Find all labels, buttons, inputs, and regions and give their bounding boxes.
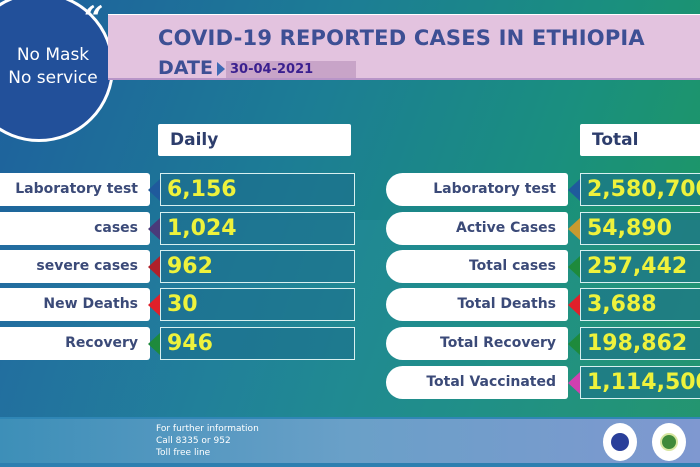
info-line-2: Call 8335 or 952	[156, 436, 231, 446]
row-value: 257,442	[580, 250, 700, 283]
row-value: 946	[160, 327, 355, 360]
row-label: Total Vaccinated	[386, 366, 568, 399]
date-label: DATE	[158, 57, 213, 79]
row-value: 1,024	[160, 212, 355, 245]
arrow-marker-icon	[568, 333, 580, 355]
row-value: 6,156	[160, 173, 355, 206]
row-label: New Deaths	[0, 288, 150, 321]
date-arrow-icon	[217, 62, 225, 76]
arrow-marker-icon	[568, 294, 580, 316]
ephi-logo-icon	[652, 423, 686, 461]
daily-row-recovery: Recovery 946	[0, 327, 355, 360]
row-label: cases	[0, 212, 150, 245]
arrow-marker-icon	[568, 256, 580, 278]
page-title: COVID-19 REPORTED CASES IN ETHIOPIA	[158, 26, 645, 50]
arrow-marker-icon	[148, 179, 160, 201]
info-line-1: For further information	[156, 424, 259, 434]
bottom-strip	[0, 463, 700, 467]
ministry-of-health-logo-icon	[603, 423, 637, 461]
badge-line-1: No Mask	[16, 45, 90, 65]
arrow-marker-icon	[568, 218, 580, 240]
row-label: Active Cases	[386, 212, 568, 245]
total-heading: Total	[580, 124, 700, 156]
daily-row-cases: cases 1,024	[0, 212, 355, 245]
info-line-3: Toll free line	[156, 448, 211, 458]
arrow-marker-icon	[148, 333, 160, 355]
row-label: Laboratory test	[0, 173, 150, 206]
total-row-active-cases: Active Cases 54,890	[386, 212, 700, 245]
row-label: severe cases	[0, 250, 150, 283]
daily-heading: Daily	[158, 124, 351, 156]
arrow-marker-icon	[148, 294, 160, 316]
row-label: Total Recovery	[386, 327, 568, 360]
total-row-total-cases: Total cases 257,442	[386, 250, 700, 283]
badge-line-2: No service	[8, 68, 98, 88]
footer: For further information Call 8335 or 952…	[0, 417, 700, 463]
header-banner: COVID-19 REPORTED CASES IN ETHIOPIA DATE…	[108, 14, 700, 80]
row-value: 962	[160, 250, 355, 283]
arrow-marker-icon	[148, 218, 160, 240]
arrow-marker-icon	[568, 179, 580, 201]
total-row-total-vaccinated: Total Vaccinated 1,114,500	[386, 366, 700, 399]
row-value: 1,114,500	[580, 366, 700, 399]
date-value: 30-04-2021	[226, 61, 356, 78]
contact-info: For further information Call 8335 or 952…	[156, 423, 259, 459]
row-value: 30	[160, 288, 355, 321]
row-value: 2,580,700	[580, 173, 700, 206]
total-row-total-recovery: Total Recovery 198,862	[386, 327, 700, 360]
daily-row-lab-test: Laboratory test 6,156	[0, 173, 355, 206]
row-label: Recovery	[0, 327, 150, 360]
row-label: Laboratory test	[386, 173, 568, 206]
total-row-total-deaths: Total Deaths 3,688	[386, 288, 700, 321]
daily-row-new-deaths: New Deaths 30	[0, 288, 355, 321]
arrow-marker-icon	[568, 372, 580, 394]
row-label: Total Deaths	[386, 288, 568, 321]
row-label: Total cases	[386, 250, 568, 283]
daily-row-severe-cases: severe cases 962	[0, 250, 355, 283]
quote-mark-icon: “	[84, 0, 104, 39]
row-value: 198,862	[580, 327, 700, 360]
row-value: 54,890	[580, 212, 700, 245]
arrow-marker-icon	[148, 256, 160, 278]
total-row-lab-test: Laboratory test 2,580,700	[386, 173, 700, 206]
row-value: 3,688	[580, 288, 700, 321]
